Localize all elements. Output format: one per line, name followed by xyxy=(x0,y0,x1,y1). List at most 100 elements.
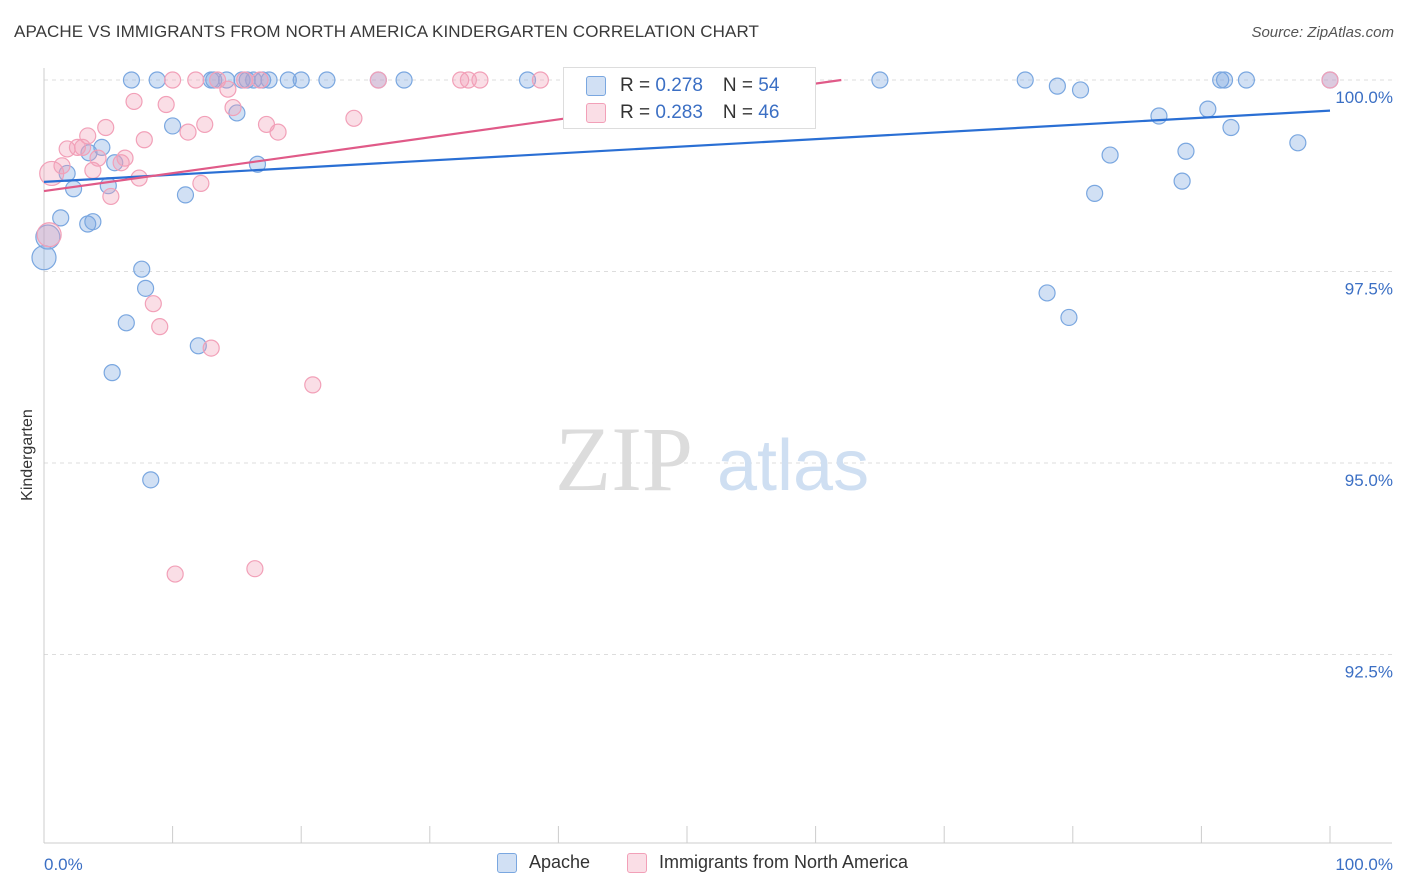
apache-point xyxy=(260,71,278,89)
legend-label-apache: Apache xyxy=(529,852,591,872)
apache-point xyxy=(164,117,182,135)
immigrants-point xyxy=(269,123,287,141)
stats-box: R = 0.278 N = 54 R = 0.283 N = 46 xyxy=(563,67,816,129)
apache-r-value: 0.278 xyxy=(655,75,703,96)
apache-point xyxy=(31,245,57,271)
apache-point xyxy=(395,71,413,89)
x-tick-label: 100.0% xyxy=(1335,855,1393,874)
apache-point xyxy=(189,337,207,355)
immigrants-point xyxy=(246,560,264,578)
immigrants-point xyxy=(187,71,205,89)
apache-point xyxy=(106,154,124,172)
legend-swatch-immigrants xyxy=(627,852,647,873)
immigrants-point xyxy=(53,157,71,175)
apache-point xyxy=(318,71,336,89)
legend-label-immigrants: Immigrants from North America xyxy=(659,852,909,872)
immigrants-r-value: 0.283 xyxy=(655,102,703,123)
apache-point xyxy=(292,71,310,89)
apache-r-label: R = xyxy=(620,75,656,96)
apache-point xyxy=(1038,284,1056,302)
immigrants-point xyxy=(89,149,107,167)
apache-point xyxy=(176,186,195,204)
immigrants-point xyxy=(202,339,220,357)
apache-point xyxy=(103,364,121,382)
apache-n-label: N = xyxy=(722,75,759,96)
y-tick-label: 100.0% xyxy=(1335,88,1393,107)
apache-point xyxy=(35,224,61,250)
immigrants-point xyxy=(369,71,387,89)
source-label: Source: ZipAtlas.com xyxy=(1251,24,1394,41)
apache-point xyxy=(1289,134,1307,152)
apache-point xyxy=(1071,81,1090,99)
immigrants-point xyxy=(97,118,115,137)
watermark-zip: ZIP xyxy=(555,408,693,510)
apache-point xyxy=(518,71,537,89)
immigrants-r-label: R = xyxy=(620,102,656,123)
immigrants-point xyxy=(144,295,162,313)
stats-row-apache: R = 0.278 N = 54 xyxy=(586,74,779,98)
apache-point xyxy=(1215,71,1234,89)
apache-point xyxy=(1150,107,1168,125)
chart-title: APACHE VS IMMIGRANTS FROM NORTH AMERICA … xyxy=(14,22,760,41)
apache-trend-line xyxy=(43,109,1331,183)
apache-point xyxy=(1060,308,1078,327)
y-tick-label: 97.5% xyxy=(1345,280,1393,299)
legend-swatch-apache xyxy=(497,852,517,873)
immigrants-n-label: N = xyxy=(722,102,759,123)
immigrants-point xyxy=(251,71,269,89)
apache-point xyxy=(1016,71,1034,89)
stats-row-immigrants: R = 0.283 N = 46 xyxy=(586,101,779,125)
apache-point xyxy=(1086,184,1104,202)
apache-point xyxy=(1237,71,1256,89)
immigrants-point xyxy=(157,95,175,114)
y-tick-label: 95.0% xyxy=(1345,471,1393,490)
immigrants-point xyxy=(304,376,322,394)
tick-labels-layer: 100.0% 97.5% 95.0% 92.5% 0.0% 100.0% xyxy=(44,88,1393,874)
immigrants-point xyxy=(192,174,210,193)
apache-point xyxy=(1212,71,1230,89)
immigrants-point xyxy=(68,138,87,157)
apache-point xyxy=(1177,142,1195,160)
immigrants-point xyxy=(471,71,489,89)
apache-swatch xyxy=(586,76,606,96)
apache-point xyxy=(871,71,889,89)
legend-item-apache: Apache xyxy=(497,852,590,873)
immigrants-n-value: 46 xyxy=(758,102,780,123)
apache-point xyxy=(148,71,166,89)
immigrants-point xyxy=(135,131,153,149)
apache-point xyxy=(142,471,160,489)
apache-point xyxy=(93,138,111,157)
immigrants-point xyxy=(151,318,169,336)
immigrants-point xyxy=(116,149,134,167)
legend: Apache Immigrants from North America xyxy=(0,852,1406,878)
immigrants-point xyxy=(166,565,184,583)
legend-item-immigrants: Immigrants from North America xyxy=(627,852,908,873)
immigrants-point xyxy=(102,187,120,206)
apache-point xyxy=(1048,77,1066,95)
apache-point xyxy=(122,71,141,89)
immigrants-point xyxy=(179,123,197,141)
watermark-atlas: atlas xyxy=(717,426,869,506)
x-tick-label: 0.0% xyxy=(44,855,83,874)
immigrants-swatch xyxy=(586,103,606,123)
apache-point xyxy=(136,279,155,297)
immigrants-point xyxy=(531,71,549,89)
apache-point xyxy=(279,71,297,89)
immigrants-point xyxy=(224,98,242,117)
apache-point xyxy=(1199,100,1217,118)
grid-layer xyxy=(44,79,1392,655)
apache-point xyxy=(1222,118,1240,137)
immigrants-point xyxy=(236,71,254,89)
immigrants-point xyxy=(219,80,237,98)
apache-point xyxy=(1173,172,1191,190)
apache-point xyxy=(205,71,223,89)
apache-point xyxy=(84,213,102,231)
watermark: ZIP atlas xyxy=(555,408,869,510)
y-tick-label: 92.5% xyxy=(1345,663,1393,682)
immigrants-point xyxy=(36,222,62,248)
immigrants-point xyxy=(79,127,97,145)
immigrants-point xyxy=(345,109,363,127)
immigrants-point xyxy=(196,115,214,134)
apache-point xyxy=(133,260,151,278)
